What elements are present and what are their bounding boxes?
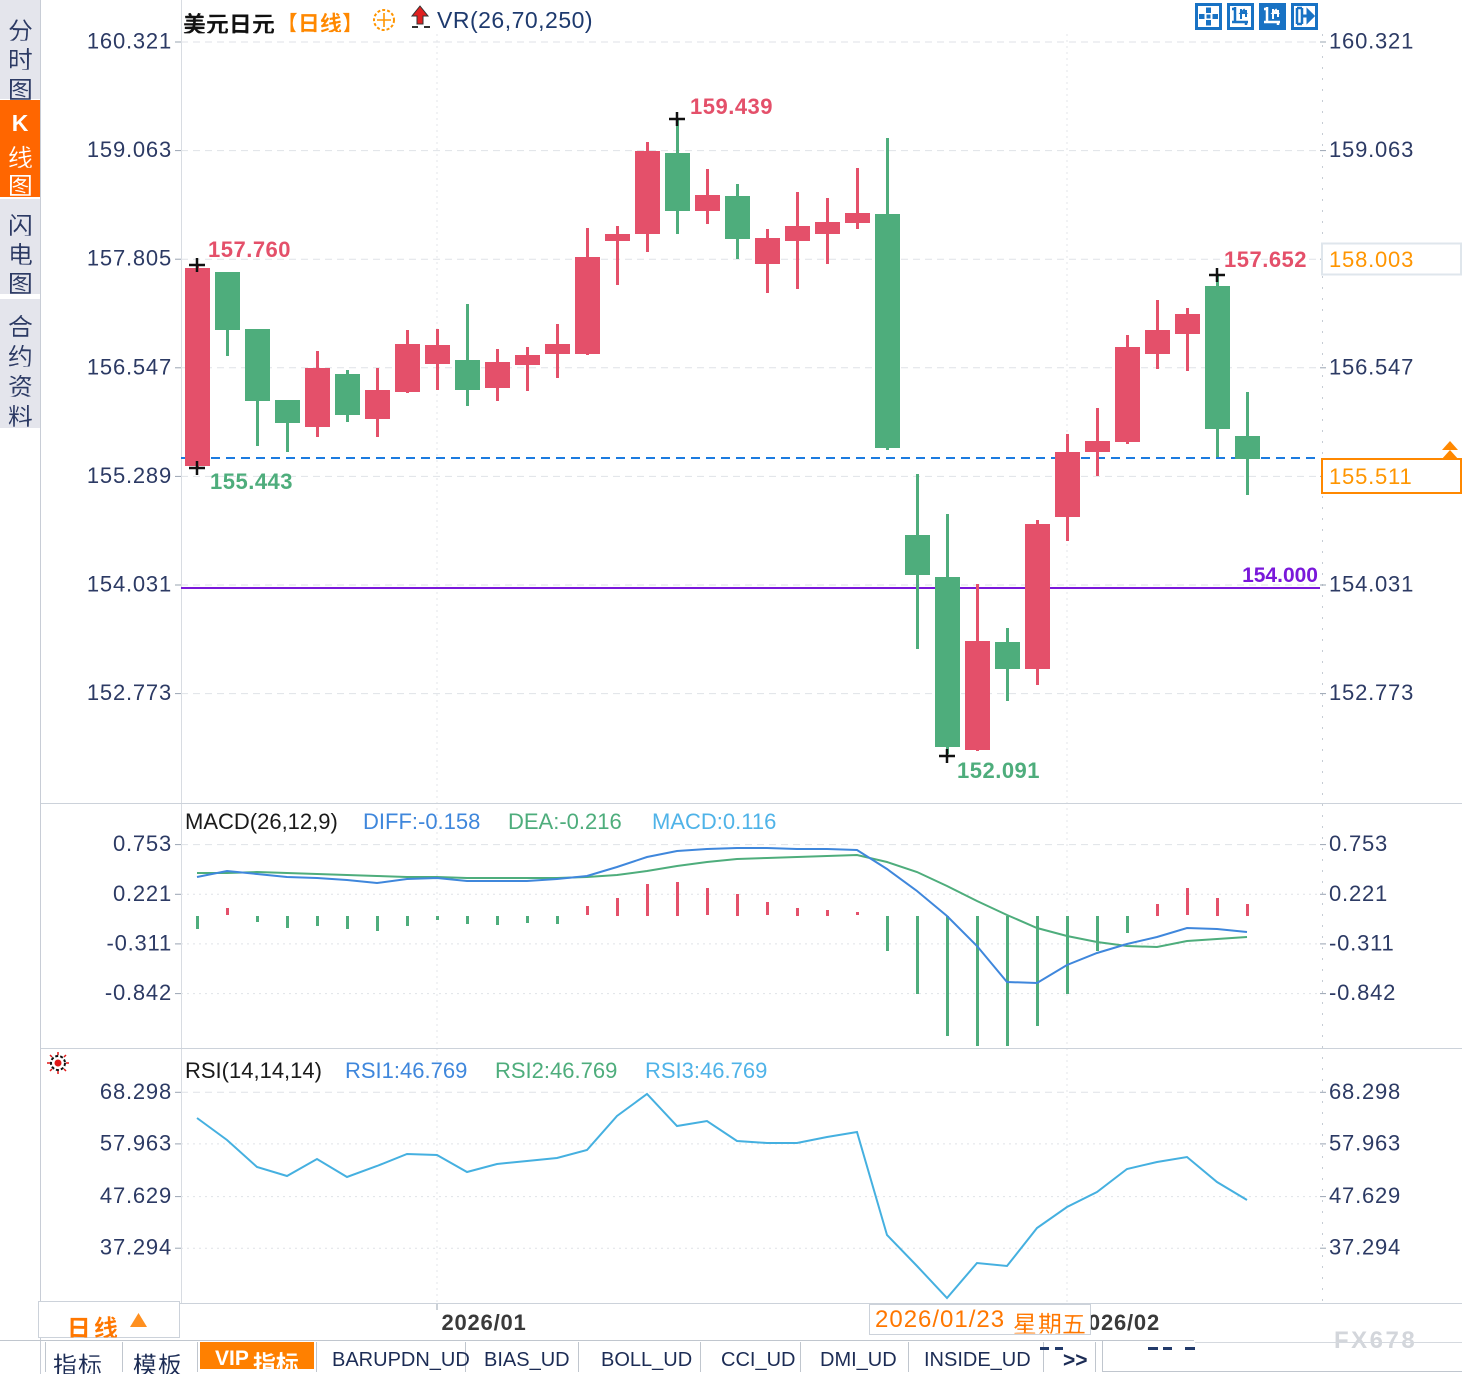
svg-text:INSIDE_UD: INSIDE_UD bbox=[924, 1349, 1031, 1371]
svg-text:-0.842: -0.842 bbox=[1329, 980, 1396, 1005]
svg-text:RSI(14,14,14): RSI(14,14,14) bbox=[185, 1058, 322, 1083]
svg-text:47.629: 47.629 bbox=[100, 1183, 172, 1208]
svg-text:47.629: 47.629 bbox=[1329, 1183, 1401, 1208]
svg-text:DEA:-0.216: DEA:-0.216 bbox=[508, 809, 622, 834]
svg-text:155.289: 155.289 bbox=[87, 463, 172, 488]
svg-text:2026/01/23: 2026/01/23 bbox=[875, 1306, 1005, 1333]
svg-text:154.000: 154.000 bbox=[1242, 564, 1318, 587]
svg-text:57.963: 57.963 bbox=[100, 1130, 172, 1155]
svg-text:155.511: 155.511 bbox=[1329, 464, 1413, 489]
svg-text:154.031: 154.031 bbox=[1329, 572, 1414, 597]
svg-text:0.221: 0.221 bbox=[113, 881, 172, 906]
svg-text:0.221: 0.221 bbox=[1329, 881, 1388, 906]
svg-text:157.652: 157.652 bbox=[1224, 247, 1307, 272]
svg-text:BARUPDN_UD: BARUPDN_UD bbox=[332, 1349, 470, 1371]
svg-text:FX678: FX678 bbox=[1334, 1327, 1417, 1354]
svg-text:0.753: 0.753 bbox=[1329, 831, 1388, 856]
svg-text:CCI_UD: CCI_UD bbox=[721, 1349, 795, 1371]
svg-text:-0.311: -0.311 bbox=[1329, 930, 1395, 955]
svg-text:VR(26,70,250): VR(26,70,250) bbox=[437, 7, 593, 33]
svg-text:157.760: 157.760 bbox=[208, 237, 291, 262]
svg-text:160.321: 160.321 bbox=[87, 29, 172, 54]
svg-text:37.294: 37.294 bbox=[1329, 1235, 1401, 1260]
svg-text:VIP: VIP bbox=[215, 1347, 249, 1370]
svg-text:RSI2:46.769: RSI2:46.769 bbox=[495, 1058, 617, 1083]
svg-text:>>: >> bbox=[1063, 1349, 1088, 1372]
svg-text:159.439: 159.439 bbox=[690, 94, 773, 119]
svg-text:157.805: 157.805 bbox=[87, 246, 172, 271]
svg-text:57.963: 57.963 bbox=[1329, 1130, 1401, 1155]
svg-text:2026/01: 2026/01 bbox=[441, 1310, 526, 1335]
svg-text:152.773: 152.773 bbox=[87, 680, 172, 705]
svg-text:RSI1:46.769: RSI1:46.769 bbox=[345, 1058, 467, 1083]
svg-text:MACD(26,12,9): MACD(26,12,9) bbox=[185, 809, 338, 834]
svg-text:160.321: 160.321 bbox=[1329, 29, 1414, 54]
svg-text:DIFF:-0.158: DIFF:-0.158 bbox=[363, 809, 480, 834]
svg-text:MACD:0.116: MACD:0.116 bbox=[652, 809, 776, 834]
svg-text:156.547: 156.547 bbox=[1329, 354, 1414, 379]
svg-text:152.091: 152.091 bbox=[957, 758, 1040, 783]
svg-text:159.063: 159.063 bbox=[87, 137, 172, 162]
svg-text:156.547: 156.547 bbox=[87, 354, 172, 379]
svg-text:68.298: 68.298 bbox=[100, 1079, 172, 1104]
svg-text:-0.311: -0.311 bbox=[106, 930, 172, 955]
svg-text:K: K bbox=[12, 110, 29, 136]
svg-text:37.294: 37.294 bbox=[100, 1235, 172, 1260]
svg-text:155.443: 155.443 bbox=[210, 469, 293, 494]
svg-text:BOLL_UD: BOLL_UD bbox=[601, 1349, 692, 1371]
svg-text:0.753: 0.753 bbox=[113, 831, 172, 856]
svg-text:68.298: 68.298 bbox=[1329, 1079, 1401, 1104]
svg-text:152.773: 152.773 bbox=[1329, 680, 1414, 705]
svg-text:159.063: 159.063 bbox=[1329, 137, 1414, 162]
svg-text:158.003: 158.003 bbox=[1329, 247, 1414, 272]
svg-text:154.031: 154.031 bbox=[87, 572, 172, 597]
svg-text:DMI_UD: DMI_UD bbox=[820, 1349, 897, 1371]
svg-text:RSI3:46.769: RSI3:46.769 bbox=[645, 1058, 767, 1083]
svg-text:BIAS_UD: BIAS_UD bbox=[484, 1349, 570, 1371]
svg-text:-0.842: -0.842 bbox=[105, 980, 172, 1005]
